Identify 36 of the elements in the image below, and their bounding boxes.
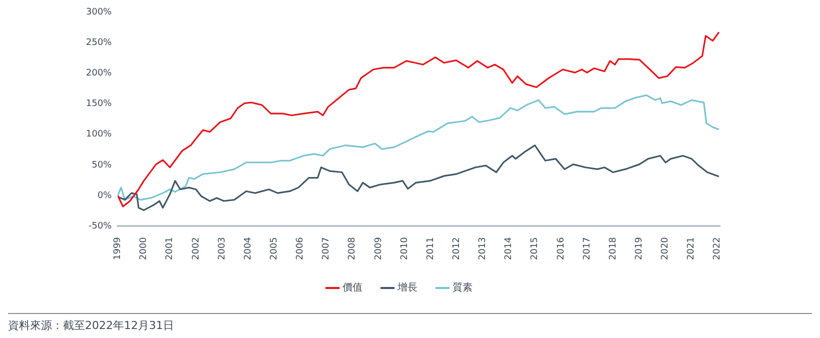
x-tick-label: 2017	[582, 237, 592, 260]
x-tick-label: 2015	[530, 237, 540, 260]
y-tick-label: -50%	[88, 221, 112, 232]
legend-label: 質素	[452, 282, 472, 294]
y-tick-label: 100%	[86, 130, 112, 140]
x-tick-label: 2021	[686, 237, 697, 260]
y-tick-label: 300%	[86, 7, 112, 18]
x-tick-label: 2012	[452, 237, 462, 260]
x-tick-label: 2013	[478, 237, 488, 260]
x-tick-label: 2000	[139, 236, 150, 260]
x-tick-label: 2004	[243, 236, 254, 260]
x-tick-label: 2022	[712, 237, 723, 260]
x-tick-label: 2011	[426, 237, 436, 260]
x-tick-label: 2014	[504, 236, 514, 260]
y-tick-label: 150%	[86, 99, 112, 110]
legend-label: 增長	[396, 282, 418, 294]
x-tick-label: 2001	[165, 237, 176, 260]
x-tick-label: 2003	[217, 237, 228, 260]
x-tick-label: 2020	[660, 236, 671, 260]
y-tick-label: 250%	[86, 38, 112, 48]
x-tick-label: 2006	[296, 236, 306, 260]
x-tick-label: 2007	[322, 237, 332, 260]
x-tick-label: 1999	[113, 236, 124, 260]
x-tick-label: 2005	[270, 237, 280, 260]
legend-label: 價值	[342, 282, 362, 294]
x-tick-label: 2016	[556, 236, 566, 260]
y-tick-label: 50%	[92, 160, 112, 170]
x-tick-label: 2008	[348, 236, 358, 260]
x-tick-label: 2010	[400, 236, 410, 260]
y-tick-label: 200%	[86, 68, 112, 79]
x-tick-label: 2002	[191, 237, 202, 260]
y-tick-label: 0%	[97, 190, 112, 201]
x-tick-label: 2018	[608, 236, 618, 260]
x-tick-label: 2019	[634, 236, 645, 260]
x-tick-label: 2009	[374, 236, 384, 260]
source-note: 資料來源：截至2022年12月31日	[8, 318, 175, 333]
